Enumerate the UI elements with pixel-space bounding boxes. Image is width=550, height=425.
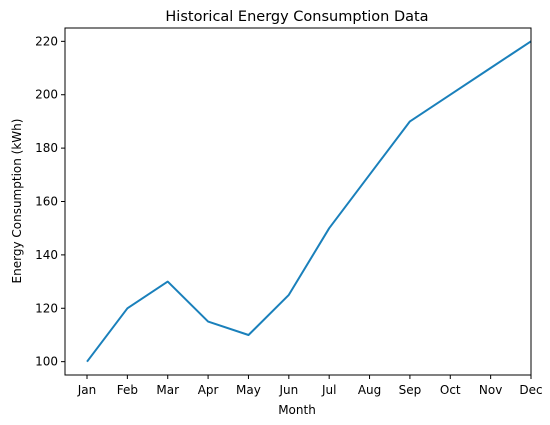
chart-title: Historical Energy Consumption Data bbox=[165, 9, 428, 25]
x-axis-label: Month bbox=[278, 403, 316, 417]
y-tick-label: 220 bbox=[35, 34, 58, 48]
y-axis-label: Energy Consumption (kWh) bbox=[10, 119, 24, 284]
y-axis: 100 120 140 160 180 200 220 bbox=[35, 34, 65, 369]
plot-frame bbox=[64, 27, 532, 376]
x-tick-label: Oct bbox=[440, 383, 461, 397]
x-tick-label: Nov bbox=[479, 383, 502, 397]
x-tick-label: Aug bbox=[358, 383, 381, 397]
x-tick-label: May bbox=[236, 383, 261, 397]
x-tick-label: Jul bbox=[321, 383, 336, 397]
y-tick-label: 180 bbox=[35, 141, 58, 155]
plot-area bbox=[86, 40, 532, 363]
x-tick-label: Jan bbox=[77, 383, 97, 397]
x-tick-label: Feb bbox=[117, 383, 138, 397]
series-line bbox=[86, 40, 532, 363]
x-tick-label: Mar bbox=[156, 383, 179, 397]
x-tick-label: Jun bbox=[278, 383, 298, 397]
y-tick-label: 100 bbox=[35, 355, 58, 369]
x-tick-label: Sep bbox=[399, 383, 422, 397]
x-tick-label: Dec bbox=[519, 383, 542, 397]
y-tick-label: 140 bbox=[35, 248, 58, 262]
y-tick-label: 160 bbox=[35, 195, 58, 209]
y-tick-label: 120 bbox=[35, 301, 58, 315]
x-tick-label: Apr bbox=[198, 383, 219, 397]
x-axis: Jan Feb Mar Apr May Jun Jul Aug Sep Oct Nov Dec bbox=[77, 375, 543, 397]
y-tick-label: 200 bbox=[35, 88, 58, 102]
